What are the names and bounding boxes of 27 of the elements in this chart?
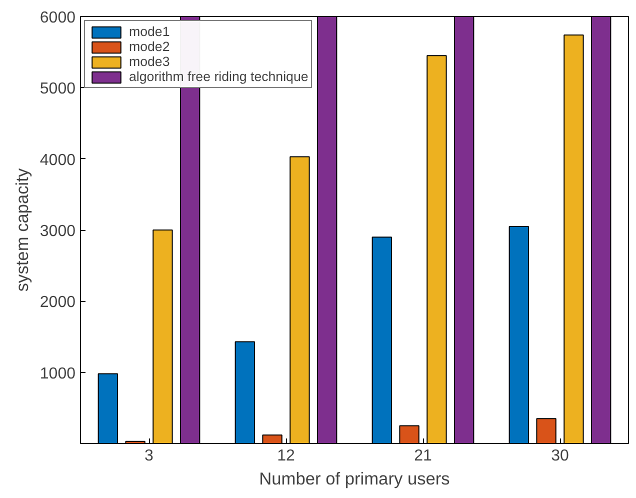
x-tick-label: 3 xyxy=(144,448,154,464)
bar xyxy=(564,34,584,444)
y-tick-label: 1000 xyxy=(40,365,76,382)
y-tick-label: 6000 xyxy=(40,10,76,26)
bar xyxy=(262,434,282,444)
x-tick-label: 30 xyxy=(551,448,569,464)
y-tick-label: 2000 xyxy=(40,294,76,312)
bar xyxy=(98,373,118,444)
bar xyxy=(399,425,420,444)
legend-label: algorithm free riding technique xyxy=(129,69,308,84)
x-tick-label: 21 xyxy=(414,448,432,464)
y-tick-label: 5000 xyxy=(40,80,76,98)
bar xyxy=(508,226,529,444)
bar xyxy=(290,156,310,444)
bar xyxy=(426,55,447,444)
y-tick-label: 4000 xyxy=(40,152,76,169)
bar xyxy=(234,341,255,444)
bar xyxy=(536,418,556,444)
bar xyxy=(152,230,173,444)
x-axis-title: Number of primary users xyxy=(259,468,450,488)
bar xyxy=(372,236,392,444)
legend-label: mode3 xyxy=(129,54,170,69)
legend-label: mode1 xyxy=(129,24,170,39)
y-tick-label: 3000 xyxy=(40,223,76,240)
legend-label: mode2 xyxy=(129,39,170,54)
x-tick-label: 12 xyxy=(277,448,295,464)
y-axis-title: system capacity xyxy=(12,168,32,292)
